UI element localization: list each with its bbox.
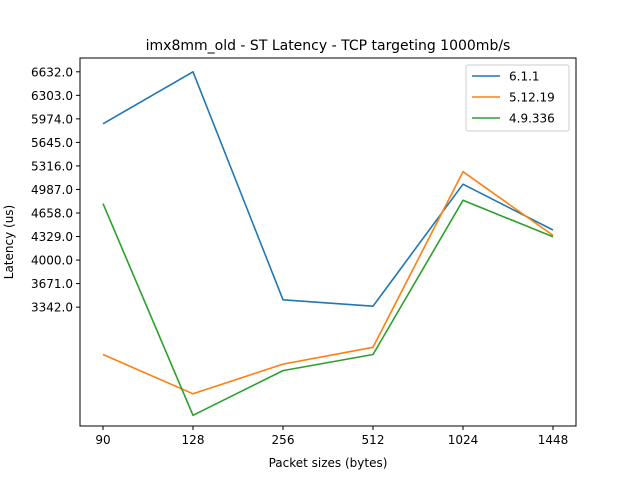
legend-box — [465, 64, 570, 132]
y-tick-label: 5974.0 — [31, 112, 73, 126]
series-line — [102, 199, 554, 417]
legend-label: 6.1.1 — [509, 70, 540, 84]
y-tick-label: 6632.0 — [31, 65, 73, 79]
y-tick-label: 4329.0 — [31, 230, 73, 244]
legend-label: 5.12.19 — [509, 91, 555, 105]
x-axis-ticks: 90 128 256 512 1024 1448 — [95, 426, 568, 447]
x-tick-label: 256 — [272, 433, 295, 447]
legend: 6.1.1 5.12.19 4.9.336 — [465, 64, 570, 132]
x-tick-label: 90 — [95, 433, 110, 447]
y-axis-ticks: 3342.0 3671.0 4000.0 4329.0 4658.0 4987.0 5316… — [31, 65, 80, 315]
x-tick-label: 128 — [182, 433, 205, 447]
series-line — [102, 170, 554, 395]
legend-label: 4.9.336 — [509, 112, 555, 126]
x-tick-label: 1024 — [448, 433, 479, 447]
y-tick-label: 4987.0 — [31, 183, 73, 197]
y-tick-label: 6303.0 — [31, 89, 73, 103]
y-tick-label: 3671.0 — [31, 277, 73, 291]
y-tick-label: 4658.0 — [31, 206, 73, 220]
x-tick-label: 1448 — [538, 433, 569, 447]
chart-title: imx8mm_old - ST Latency - TCP targeting … — [146, 38, 511, 54]
x-tick-label: 512 — [362, 433, 385, 447]
y-tick-label: 4000.0 — [31, 254, 73, 268]
y-tick-label: 5316.0 — [31, 159, 73, 173]
series-line — [102, 71, 554, 308]
series-lines — [102, 71, 554, 417]
y-tick-label: 3342.0 — [31, 301, 73, 315]
y-tick-label: 5645.0 — [31, 136, 73, 150]
x-axis-label: Packet sizes (bytes) — [269, 456, 388, 470]
y-axis-label: Latency (us) — [2, 205, 16, 279]
